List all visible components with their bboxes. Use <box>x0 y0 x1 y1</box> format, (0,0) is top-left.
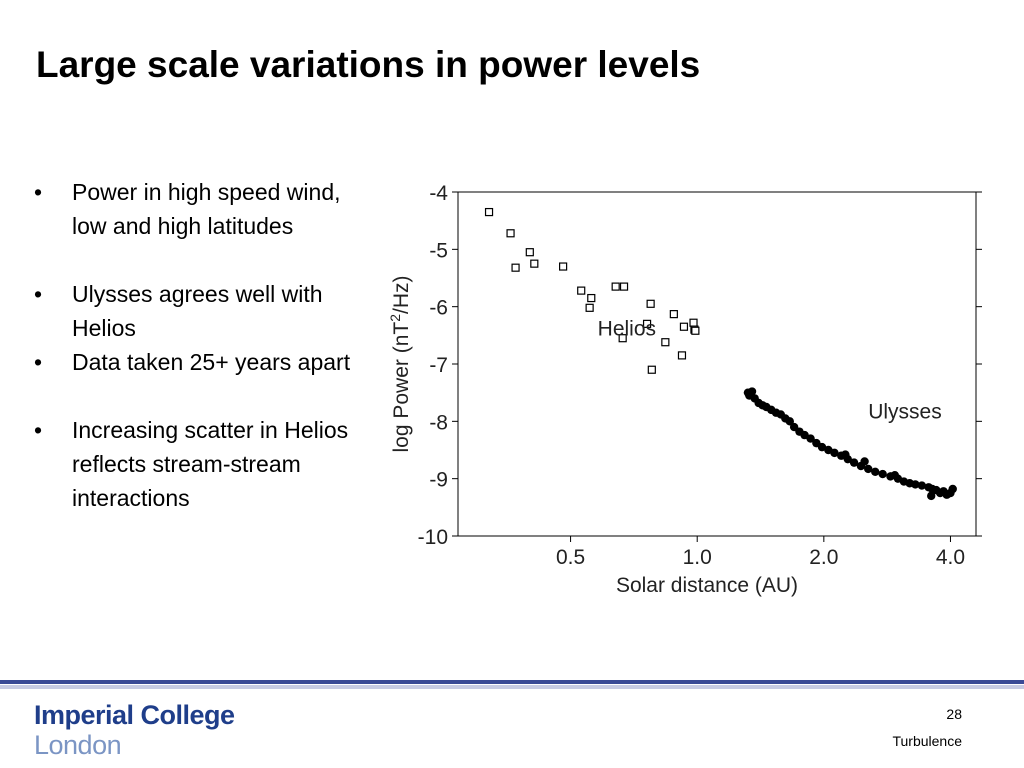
helios-point <box>647 365 656 374</box>
ulysses-point <box>830 448 839 458</box>
x-tick-label: 4.0 <box>936 546 965 569</box>
helios-point <box>691 326 700 335</box>
footer-label: Turbulence <box>892 733 962 749</box>
helios-point <box>585 303 594 312</box>
helios-point <box>669 310 678 319</box>
plot-frame <box>457 191 977 537</box>
ulysses-point <box>849 458 859 467</box>
footer-rule-dark <box>0 680 1024 684</box>
ulysses-point <box>841 450 850 459</box>
bullet-list: Power in high speed wind, low and high l… <box>34 175 364 515</box>
series-helios <box>484 207 700 374</box>
x-tick-label: 2.0 <box>809 546 838 569</box>
ulysses-point <box>911 480 920 489</box>
power-scatter-chart: -4 -5 -6 -7 -8 -9 -10 0.5 1.0 2.0 4.0 Helios Ulyss… <box>387 182 982 597</box>
series-ulysses <box>743 387 957 501</box>
helios-point <box>646 299 655 308</box>
helios-point <box>642 319 652 328</box>
y-tick-label: -6 <box>429 297 448 320</box>
helios-point <box>511 263 520 272</box>
ulysses-point <box>917 481 927 490</box>
x-axis-label: Solar distance (AU) <box>616 574 798 597</box>
ulysses-point <box>806 434 815 443</box>
ulysses-point <box>817 442 827 452</box>
helios-point <box>677 351 687 360</box>
annotation-helios: Helios <box>598 317 656 340</box>
y-tick-label: -4 <box>429 182 448 205</box>
logo-line-2: London <box>34 730 122 760</box>
logo-line-1: Imperial College <box>34 700 235 730</box>
helios-point <box>484 207 494 217</box>
ulysses-point <box>864 464 873 474</box>
ulysses-point <box>871 467 880 476</box>
helios-point <box>587 293 596 303</box>
y-axis-label: log Power (nT2/Hz) <box>387 275 413 452</box>
ulysses-point <box>948 484 957 494</box>
ulysses-point <box>747 387 757 396</box>
y-tick-label: -5 <box>429 239 448 262</box>
helios-point <box>689 318 698 327</box>
helios-point <box>618 334 627 343</box>
helios-point <box>530 259 539 268</box>
x-tick-label: 1.0 <box>683 546 712 569</box>
slide-title: Large scale variations in power levels <box>36 44 701 85</box>
helios-point <box>611 282 620 291</box>
helios-point <box>661 338 670 347</box>
imperial-college-logo: Imperial College London <box>34 700 235 760</box>
y-tick-label: -10 <box>418 526 448 549</box>
bullet-item-power: Power in high speed wind, low and high l… <box>34 175 364 243</box>
x-tick-label: 0.5 <box>556 546 585 569</box>
page-number: 28 <box>946 706 962 722</box>
footer-rule-light <box>0 685 1024 689</box>
helios-point <box>559 262 568 271</box>
ulysses-point <box>860 457 869 466</box>
ulysses-point <box>785 417 794 426</box>
y-tick-label: -9 <box>429 469 448 492</box>
helios-point <box>506 229 515 238</box>
bullet-item-ulysses-agrees: Ulysses agrees well with Helios <box>34 277 364 345</box>
helios-point <box>525 248 534 257</box>
y-tick-label: -7 <box>429 354 448 377</box>
y-tick-label: -8 <box>429 411 448 434</box>
ulysses-point <box>878 469 887 479</box>
ulysses-point <box>890 471 900 480</box>
ulysses-point <box>927 491 936 501</box>
helios-point <box>577 286 586 295</box>
annotation-ulysses: Ulysses <box>868 400 942 423</box>
helios-point <box>619 282 629 291</box>
bullet-item-data-years: Data taken 25+ years apart <box>34 345 364 379</box>
bullet-item-scatter: Increasing scatter in Helios reflects st… <box>34 413 364 515</box>
helios-point <box>679 322 689 331</box>
